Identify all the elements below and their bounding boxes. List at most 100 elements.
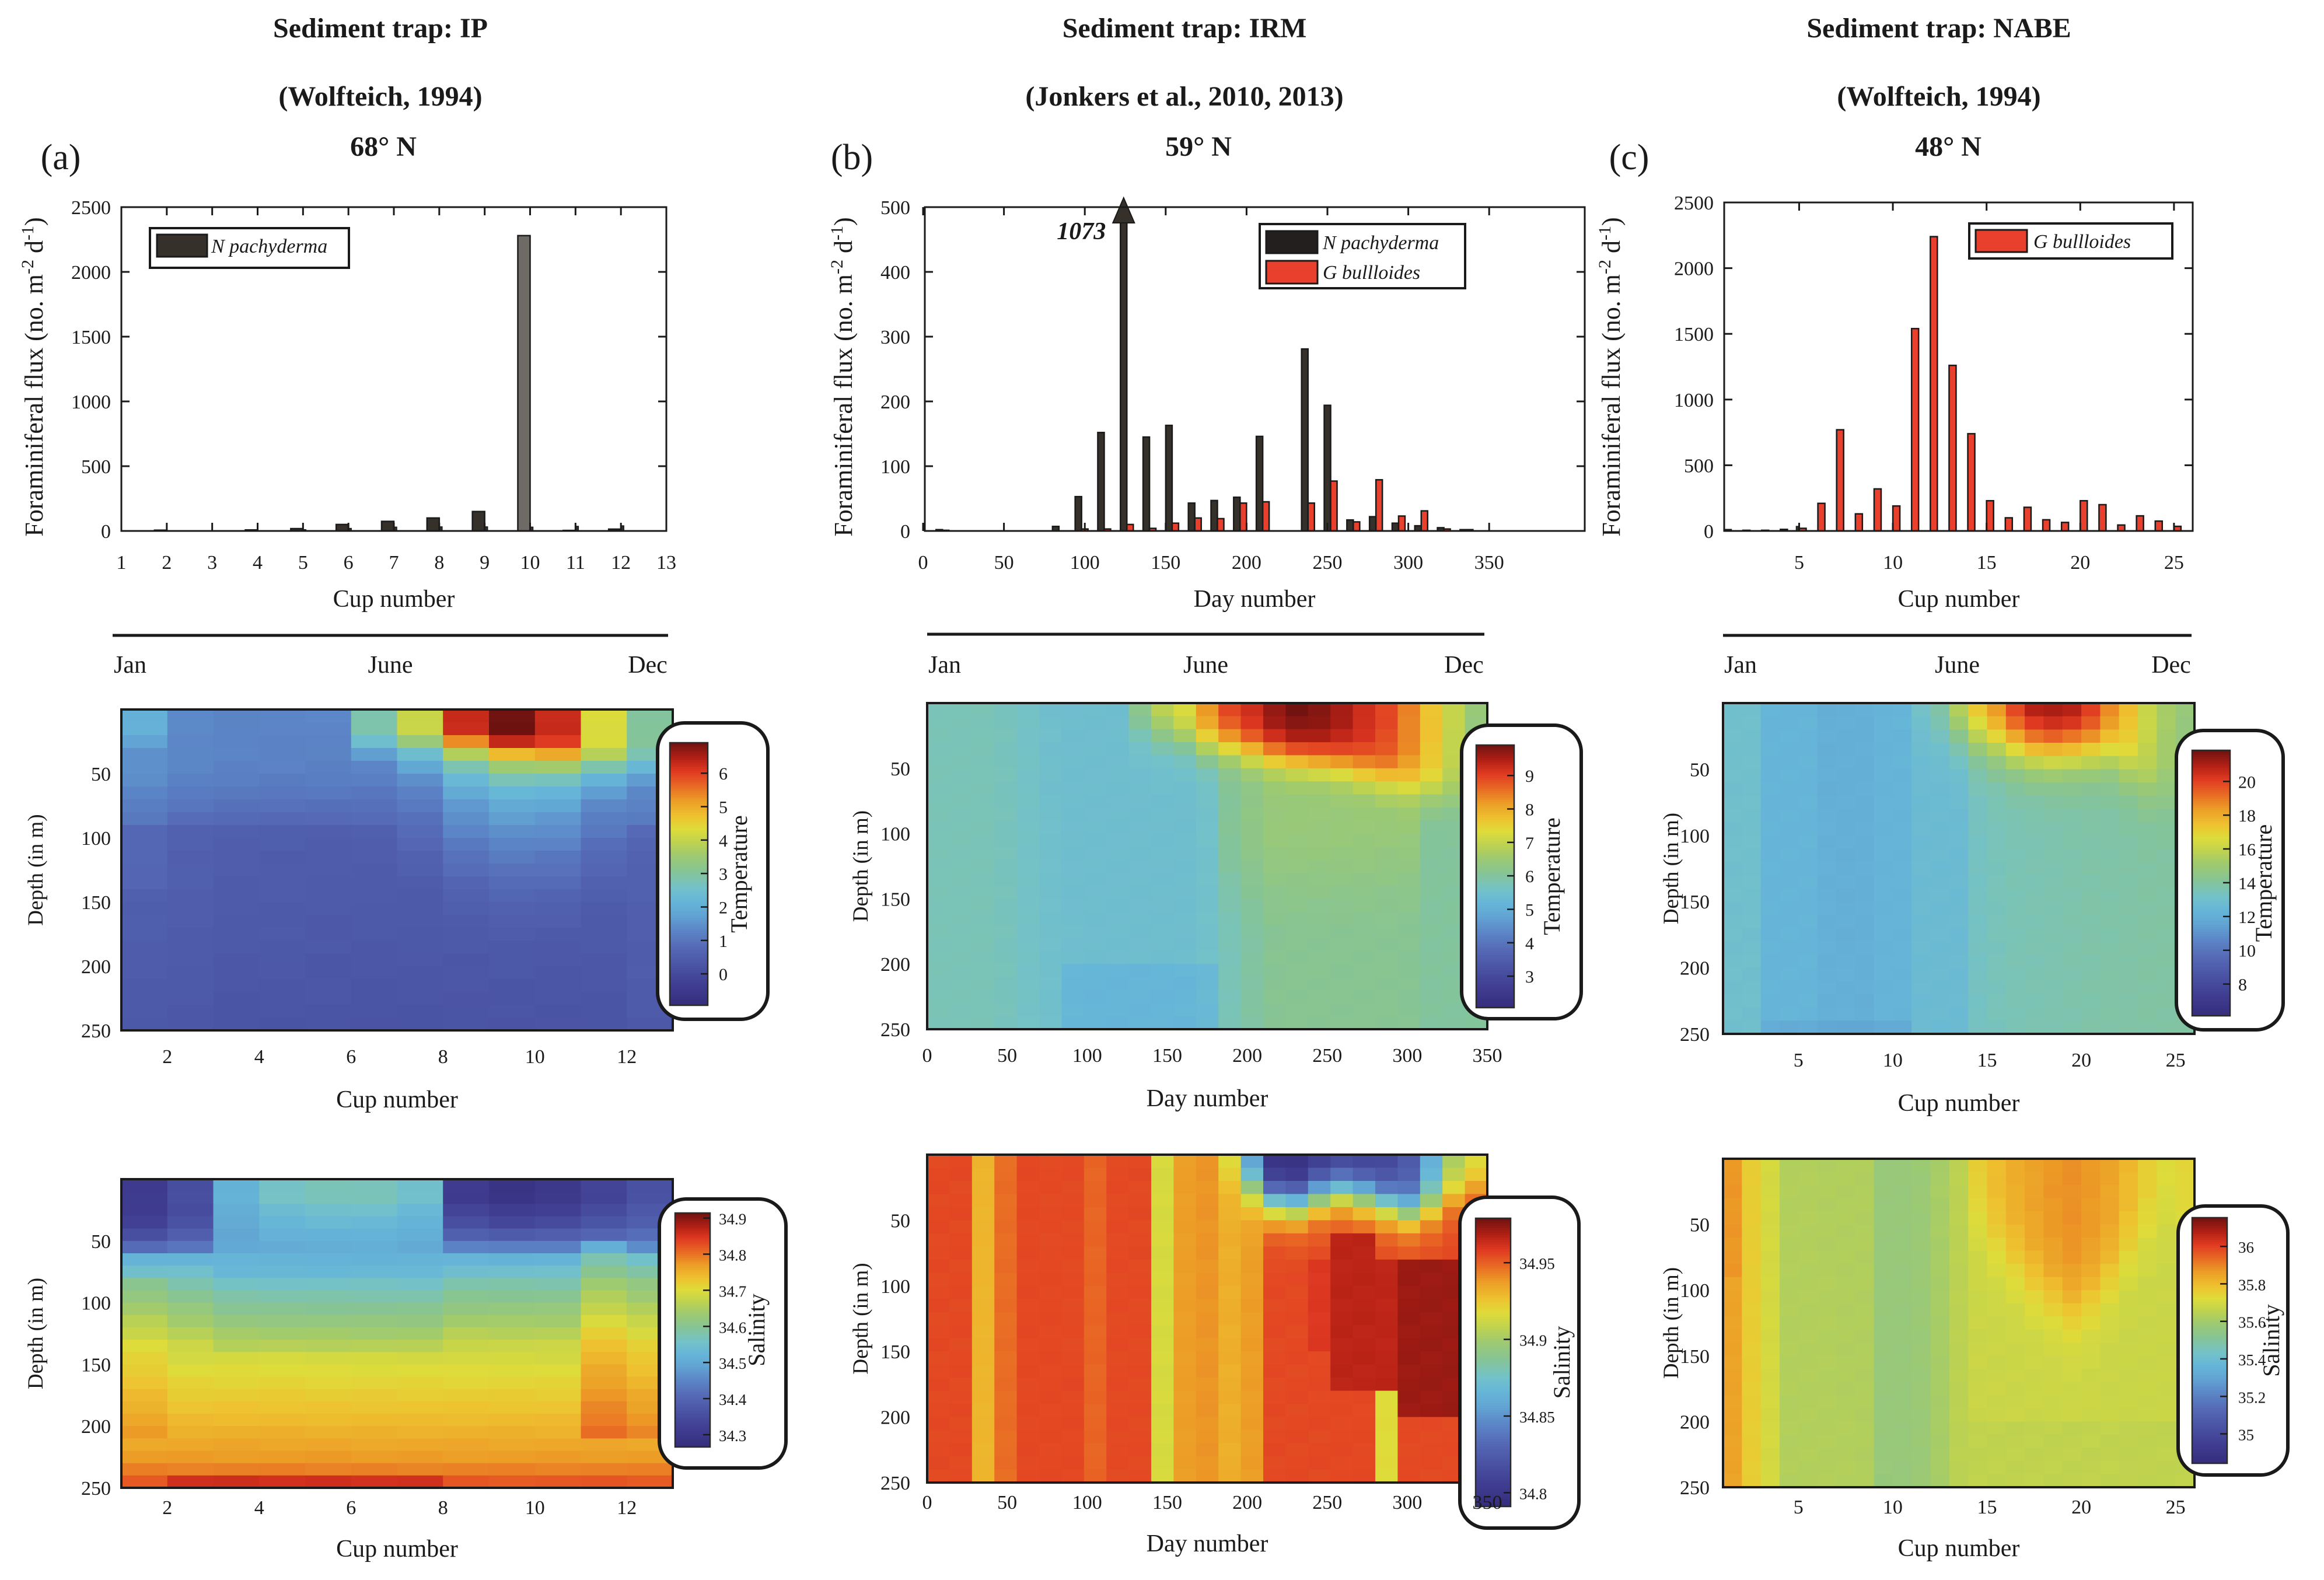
svg-text:100: 100 xyxy=(81,828,111,850)
svg-text:200: 200 xyxy=(81,956,111,978)
svg-text:50: 50 xyxy=(91,1231,111,1253)
svg-text:2500: 2500 xyxy=(71,197,111,219)
svg-text:350: 350 xyxy=(1474,552,1504,574)
svg-text:G bullloides: G bullloides xyxy=(2033,231,2131,253)
svg-text:Day number: Day number xyxy=(1147,1085,1268,1112)
svg-text:50: 50 xyxy=(890,1210,910,1232)
svg-text:150: 150 xyxy=(1680,892,1710,913)
svg-text:25: 25 xyxy=(2164,552,2184,574)
svg-text:35.8: 35.8 xyxy=(2238,1276,2266,1294)
svg-text:(a): (a) xyxy=(41,138,81,177)
svg-text:4: 4 xyxy=(253,552,263,574)
svg-text:12: 12 xyxy=(2238,908,2256,927)
svg-text:1: 1 xyxy=(719,932,728,951)
svg-text:7: 7 xyxy=(1525,834,1534,853)
svg-text:9: 9 xyxy=(480,552,490,574)
svg-text:Depth (in m): Depth (in m) xyxy=(849,810,873,922)
svg-text:25: 25 xyxy=(2166,1497,2186,1518)
svg-text:15: 15 xyxy=(1977,1497,1997,1518)
svg-text:12: 12 xyxy=(617,1046,637,1068)
svg-text:200: 200 xyxy=(880,391,910,413)
svg-text:Temperature: Temperature xyxy=(2250,824,2277,942)
svg-text:250: 250 xyxy=(81,1478,111,1499)
svg-text:20: 20 xyxy=(2071,1497,2091,1518)
svg-text:Jan: Jan xyxy=(928,652,961,679)
svg-text:Salinity: Salinity xyxy=(743,1294,770,1366)
svg-text:34.95: 34.95 xyxy=(1519,1255,1555,1273)
svg-text:2: 2 xyxy=(162,1497,172,1519)
svg-text:100: 100 xyxy=(1680,826,1710,847)
svg-text:7: 7 xyxy=(389,552,399,574)
svg-text:10: 10 xyxy=(2238,942,2256,961)
svg-text:50: 50 xyxy=(890,758,910,780)
svg-text:N pachyderma: N pachyderma xyxy=(1322,232,1439,254)
svg-text:5: 5 xyxy=(719,798,728,817)
svg-text:Jan: Jan xyxy=(114,652,146,679)
svg-text:3: 3 xyxy=(207,552,217,574)
svg-text:0: 0 xyxy=(918,552,928,574)
svg-text:250: 250 xyxy=(81,1020,111,1042)
svg-text:Cup number: Cup number xyxy=(1898,1535,2020,1562)
svg-text:9: 9 xyxy=(1525,767,1534,786)
svg-text:35.4: 35.4 xyxy=(2238,1351,2266,1369)
svg-text:6: 6 xyxy=(1525,867,1534,886)
svg-text:Cup number: Cup number xyxy=(1898,1090,2020,1117)
svg-text:Sediment trap: IRM: Sediment trap: IRM xyxy=(1063,13,1307,44)
svg-text:150: 150 xyxy=(1680,1346,1710,1368)
svg-text:8: 8 xyxy=(434,552,444,574)
svg-text:June: June xyxy=(1935,652,1980,679)
svg-text:34.5: 34.5 xyxy=(719,1355,746,1372)
svg-text:1500: 1500 xyxy=(71,327,111,348)
svg-text:300: 300 xyxy=(1393,552,1423,574)
svg-text:50: 50 xyxy=(1690,1215,1710,1236)
svg-text:8: 8 xyxy=(2238,976,2247,995)
svg-text:1500: 1500 xyxy=(1674,324,1714,345)
svg-text:100: 100 xyxy=(1072,1045,1102,1067)
svg-text:Cup number: Cup number xyxy=(333,586,455,613)
svg-text:(Jonkers et al., 2010, 2013): (Jonkers et al., 2010, 2013) xyxy=(1025,81,1343,112)
svg-text:300: 300 xyxy=(1392,1045,1422,1067)
svg-text:14: 14 xyxy=(2238,874,2256,893)
svg-text:100: 100 xyxy=(880,1276,910,1298)
svg-text:6: 6 xyxy=(719,764,728,784)
svg-text:Foraminiferal flux (no. m-2 d-: Foraminiferal flux (no. m-2 d-1) xyxy=(18,217,48,536)
svg-text:June: June xyxy=(368,652,413,679)
svg-text:100: 100 xyxy=(1680,1280,1710,1302)
svg-text:Day number: Day number xyxy=(1147,1530,1268,1557)
svg-text:59° N: 59° N xyxy=(1165,131,1232,162)
svg-text:100: 100 xyxy=(1072,1492,1102,1513)
svg-text:2500: 2500 xyxy=(1674,193,1714,214)
svg-text:250: 250 xyxy=(1680,1477,1710,1499)
svg-text:15: 15 xyxy=(1977,552,1997,574)
svg-text:5: 5 xyxy=(1794,1497,1804,1518)
svg-text:4: 4 xyxy=(719,831,728,851)
svg-text:Foraminiferal flux (no. m-2 d-: Foraminiferal flux (no. m-2 d-1) xyxy=(827,217,858,536)
svg-text:12: 12 xyxy=(617,1497,637,1519)
svg-text:June: June xyxy=(1183,652,1228,679)
svg-text:1000: 1000 xyxy=(71,391,111,413)
svg-text:0: 0 xyxy=(1704,521,1714,543)
svg-text:48° N: 48° N xyxy=(1915,131,1981,162)
svg-text:300: 300 xyxy=(880,327,910,348)
svg-text:10: 10 xyxy=(1883,552,1903,574)
svg-text:18: 18 xyxy=(2238,806,2256,826)
svg-text:(c): (c) xyxy=(1609,138,1649,177)
svg-text:Cup number: Cup number xyxy=(336,1536,458,1562)
svg-text:150: 150 xyxy=(1151,552,1180,574)
svg-text:Dec: Dec xyxy=(628,652,668,679)
svg-text:0: 0 xyxy=(900,521,910,543)
svg-text:10: 10 xyxy=(525,1046,545,1068)
svg-text:15: 15 xyxy=(1977,1050,1997,1071)
svg-text:Cup number: Cup number xyxy=(1898,586,2020,613)
svg-text:34.4: 34.4 xyxy=(719,1391,747,1408)
svg-text:500: 500 xyxy=(81,456,111,478)
svg-text:35: 35 xyxy=(2238,1427,2254,1444)
svg-text:200: 200 xyxy=(1232,1492,1262,1513)
svg-text:10: 10 xyxy=(520,552,540,574)
svg-text:1073: 1073 xyxy=(1057,218,1106,245)
svg-text:Foraminiferal flux (no. m-2 d-: Foraminiferal flux (no. m-2 d-1) xyxy=(1595,217,1626,536)
svg-text:100: 100 xyxy=(880,824,910,845)
svg-text:250: 250 xyxy=(880,1019,910,1041)
svg-text:200: 200 xyxy=(1680,958,1710,980)
svg-text:16: 16 xyxy=(2238,840,2256,859)
